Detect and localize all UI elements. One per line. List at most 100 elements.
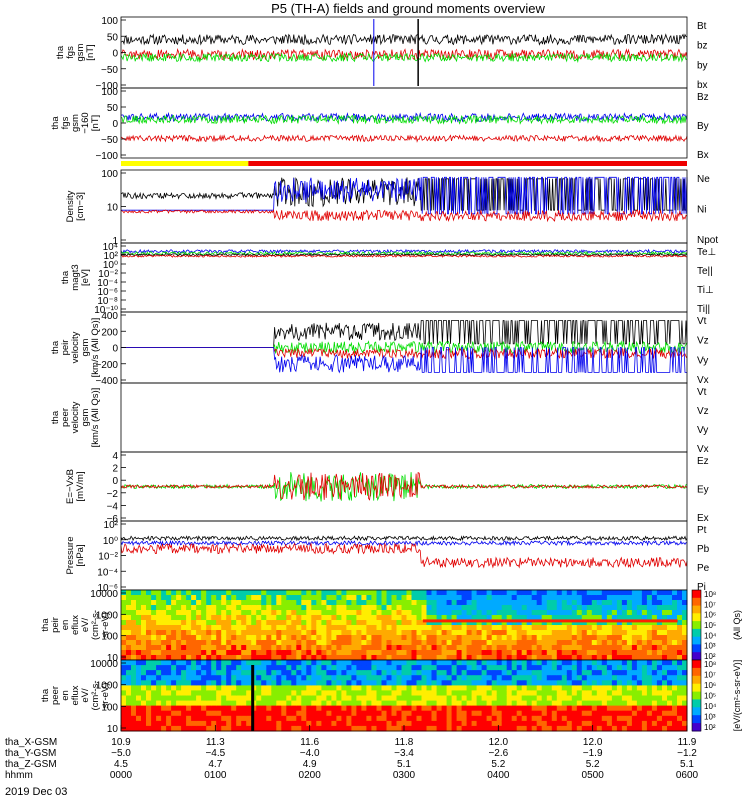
- series-ti-perp: [120, 248, 688, 254]
- spec-cell: [436, 665, 443, 671]
- spec-cell: [356, 620, 362, 626]
- spec-cell: [631, 685, 638, 691]
- spec-cell: [611, 695, 618, 702]
- spec-cell: [406, 590, 412, 596]
- spec-cell: [236, 700, 242, 707]
- spec-cell: [521, 590, 528, 596]
- spec-cell: [161, 605, 167, 611]
- spec-cell: [151, 655, 157, 661]
- spec-cell: [406, 720, 412, 727]
- spec-cell: [296, 615, 302, 621]
- spec-cell: [191, 630, 197, 636]
- spec-cell: [321, 665, 327, 671]
- spec-cell: [406, 640, 412, 646]
- spec-cell: [441, 645, 448, 651]
- spec-cell: [531, 660, 538, 666]
- spec-cell: [481, 725, 488, 732]
- spec-cell: [431, 600, 437, 606]
- spec-cell: [196, 655, 202, 661]
- spec-cell: [226, 650, 232, 656]
- spec-cell: [396, 700, 402, 707]
- spec-cell: [371, 655, 377, 661]
- spec-cell: [521, 655, 528, 661]
- spec-cell: [416, 715, 422, 722]
- spec-cell: [181, 605, 187, 611]
- spec-cell: [271, 660, 277, 666]
- spec-cell: [276, 720, 282, 727]
- spec-cell: [171, 635, 177, 641]
- spec-cell: [241, 695, 247, 702]
- legend-fgs-gsm-1: bz: [697, 41, 708, 52]
- spec-cell: [656, 665, 663, 671]
- spec-cell: [426, 655, 432, 661]
- spec-cell: [336, 670, 342, 676]
- spec-cell: [621, 605, 628, 611]
- spec-cell: [191, 655, 197, 661]
- spec-cell: [231, 660, 237, 666]
- spec-cell: [146, 715, 152, 722]
- spec-cell: [236, 715, 242, 722]
- spec-cell: [471, 655, 478, 661]
- spec-cell: [501, 595, 508, 601]
- spec-cell: [291, 650, 297, 656]
- spec-cell: [526, 685, 533, 691]
- spec-cell: [662, 685, 668, 691]
- spec-cell: [391, 590, 397, 596]
- spec-cell: [421, 635, 427, 641]
- spec-cell: [351, 685, 357, 691]
- spec-cell: [191, 660, 197, 666]
- spec-cell: [496, 650, 503, 656]
- spec-cell: [391, 675, 397, 681]
- spec-cell: [156, 620, 162, 626]
- spec-cell: [536, 620, 543, 626]
- spec-cell: [296, 700, 302, 707]
- spec-cell: [536, 665, 543, 671]
- colorbar-tick: 10³: [704, 713, 716, 722]
- spec-cell: [581, 695, 588, 702]
- spec-cell: [261, 685, 267, 691]
- x-value: 0000: [110, 770, 133, 781]
- spec-cell: [376, 590, 382, 596]
- spec-cell: [131, 725, 137, 732]
- spec-cell: [656, 720, 663, 727]
- spec-cell: [551, 685, 558, 691]
- spec-cell: [161, 640, 167, 646]
- spec-cell: [596, 655, 603, 661]
- spec-cell: [321, 725, 327, 732]
- spec-cell: [641, 710, 648, 717]
- spec-cell: [551, 610, 558, 616]
- spec-cell: [486, 615, 493, 621]
- spec-cell: [431, 700, 437, 707]
- spec-cell: [376, 650, 382, 656]
- spec-cell: [651, 720, 658, 727]
- spec-cell: [226, 705, 232, 712]
- y-tick-label: 4: [112, 451, 118, 462]
- spec-cell: [591, 605, 598, 611]
- spec-cell: [621, 670, 628, 676]
- spec-cell: [667, 600, 673, 606]
- spec-cell: [286, 630, 292, 636]
- spec-cell: [556, 710, 563, 717]
- spec-cell: [386, 700, 392, 707]
- spec-cell: [356, 600, 362, 606]
- spec-cell: [586, 655, 593, 661]
- spec-cell: [682, 630, 688, 636]
- spec-cell: [381, 605, 387, 611]
- spec-cell: [421, 640, 427, 646]
- spec-cell: [301, 715, 307, 722]
- spec-cell: [366, 625, 372, 631]
- spec-cell: [486, 685, 493, 691]
- spec-cell: [401, 595, 407, 601]
- spec-cell: [501, 600, 508, 606]
- spec-cell: [591, 635, 598, 641]
- x-value: 0400: [487, 770, 510, 781]
- spec-cell: [141, 620, 147, 626]
- spec-cell: [586, 640, 593, 646]
- spec-cell: [216, 590, 222, 596]
- y-tick-label: −6: [107, 514, 119, 525]
- spec-cell: [456, 705, 463, 712]
- spec-cell: [176, 600, 182, 606]
- spec-cell: [466, 605, 473, 611]
- spec-cell: [556, 620, 563, 626]
- spec-cell: [636, 675, 643, 681]
